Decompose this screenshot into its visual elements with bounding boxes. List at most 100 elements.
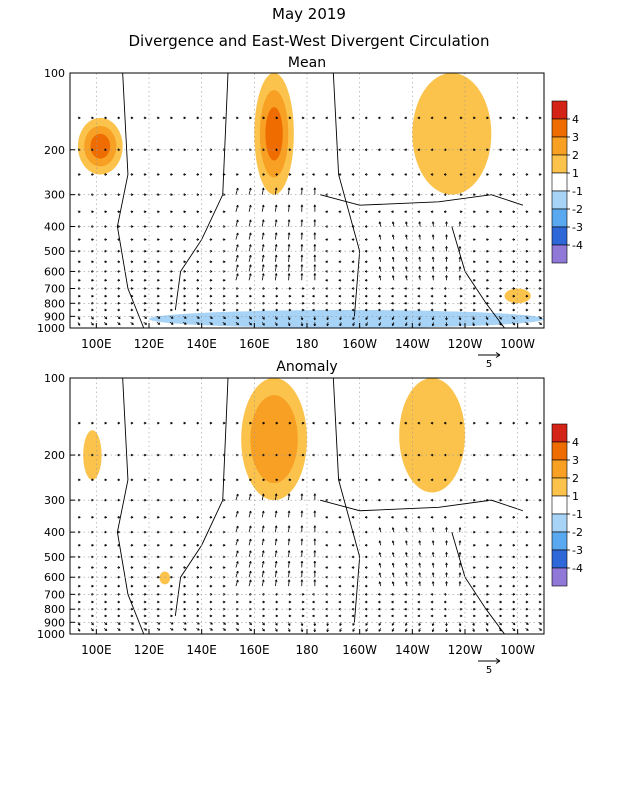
wind-vector-head	[275, 478, 279, 482]
wind-vector-head	[104, 566, 107, 569]
wind-vector	[261, 244, 264, 252]
wind-vector-head	[197, 628, 200, 631]
wind-vector-head	[473, 566, 476, 569]
wind-vector-head	[417, 614, 420, 618]
wind-vector-head	[91, 628, 94, 632]
wind-vector-head	[117, 308, 121, 312]
legend-label: 4	[572, 436, 579, 449]
wind-vector-head	[77, 623, 81, 626]
wind-vector	[405, 246, 408, 252]
wind-vector	[235, 561, 239, 568]
wind-vector-head	[430, 210, 433, 214]
wind-vector-head	[287, 187, 291, 190]
wind-vector-head	[183, 453, 186, 457]
wind-vector-head	[261, 204, 265, 208]
wind-vector-head	[157, 260, 160, 264]
wind-vector-head	[144, 498, 147, 502]
wind-vector-head	[486, 555, 489, 559]
contour-layer	[116, 378, 524, 634]
wind-vector-head	[170, 555, 173, 559]
wind-vector-head	[472, 629, 475, 632]
wind-vector-head	[512, 173, 516, 176]
wind-vector-head	[144, 278, 147, 282]
wind-vector-head	[404, 600, 407, 604]
wind-vector-head	[236, 538, 239, 542]
wind-vector-head	[526, 322, 529, 326]
wind-vector-head	[157, 584, 160, 588]
wind-vector-head	[445, 527, 448, 530]
wind-vector-head	[325, 148, 328, 152]
wind-vector-head	[157, 148, 160, 152]
wind-vector-head	[274, 254, 278, 258]
wind-vector-head	[525, 278, 529, 282]
wind-vector-head	[144, 543, 147, 547]
wind-vector-head	[485, 317, 489, 320]
wind-vector-head	[236, 301, 239, 305]
wind-vector-head	[196, 555, 200, 559]
wind-vector-head	[351, 308, 354, 312]
wind-vector-head	[460, 294, 463, 298]
wind-vector	[248, 273, 252, 281]
wind-vector-head	[313, 317, 317, 321]
wind-vector-head	[431, 256, 435, 260]
wind-vector-head	[378, 623, 382, 626]
wind-vector-head	[236, 510, 239, 514]
wind-vector	[235, 538, 239, 546]
wind-vector-head	[104, 173, 107, 176]
field-layer	[77, 73, 544, 328]
wind-vector-head	[183, 287, 186, 290]
wind-vector-head	[365, 317, 368, 320]
wind-vector-head	[325, 566, 328, 569]
wind-vector-head	[144, 566, 147, 569]
wind-vector-head	[338, 193, 341, 197]
wind-vector-head	[445, 540, 448, 543]
wind-vector-head	[223, 301, 226, 305]
wind-vector-head	[209, 592, 213, 596]
wind-vector-head	[261, 232, 265, 236]
wind-vector-head	[288, 421, 292, 425]
wind-vector-head	[325, 607, 328, 611]
wind-vector-head	[539, 566, 542, 569]
wind-vector-head	[170, 478, 173, 482]
wind-vector-head	[184, 316, 187, 319]
legend-label: -4	[572, 562, 583, 575]
wind-vector-head	[473, 543, 476, 547]
wind-vector-head	[302, 478, 305, 482]
wind-vector-head	[525, 173, 529, 176]
wind-vector-head	[130, 270, 134, 273]
wind-vector	[275, 550, 277, 557]
wind-vector-head	[197, 316, 200, 319]
wind-vector	[288, 550, 290, 557]
wind-vector	[275, 232, 277, 240]
wind-vector-head	[325, 498, 328, 502]
wind-vector-head	[539, 148, 542, 152]
wind-vector	[261, 204, 264, 212]
wind-vector-head	[196, 148, 200, 152]
wind-vector-head	[313, 187, 317, 190]
wind-vector-head	[378, 234, 382, 238]
wind-vector-head	[170, 566, 173, 569]
legend-swatch	[551, 441, 568, 461]
wind-vector	[288, 273, 290, 281]
wind-vector-head	[338, 308, 341, 312]
wind-vector	[419, 562, 421, 568]
wind-vector-head	[209, 210, 213, 214]
wind-vector-head	[130, 193, 134, 197]
legend-swatch	[551, 118, 568, 138]
wind-vector-head	[499, 498, 502, 502]
wind-vector	[235, 511, 239, 518]
wind-vector-head	[486, 453, 489, 457]
wind-vector-head	[287, 254, 291, 258]
wind-vector	[392, 572, 395, 578]
wind-vector-head	[499, 584, 502, 588]
wind-vector-head	[404, 210, 407, 214]
wind-vector-head	[486, 543, 489, 547]
wind-vector-head	[209, 478, 213, 482]
wind-vector-head	[300, 264, 304, 267]
wind-vector-head	[275, 294, 279, 298]
wind-vector-head	[261, 493, 265, 497]
wind-vector-head	[223, 584, 226, 588]
wind-vector-head	[184, 622, 187, 625]
wind-vector-head	[313, 550, 317, 553]
wind-vector-head	[351, 498, 354, 502]
